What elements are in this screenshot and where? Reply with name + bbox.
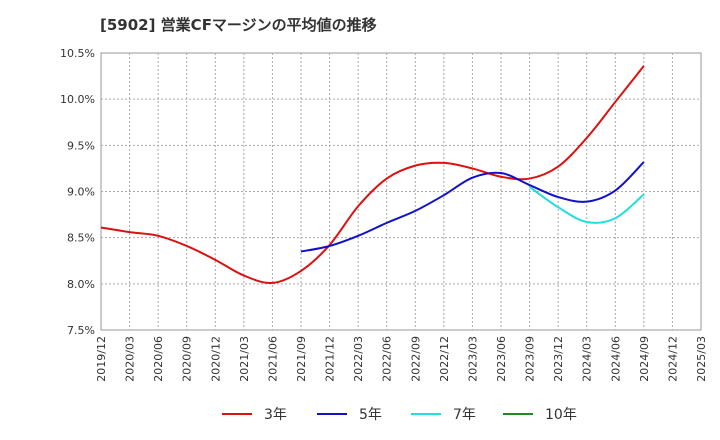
x-tick-label: 2021/06 (266, 336, 279, 382)
legend-label: 3年 (264, 407, 287, 423)
x-tick-label: 2022/06 (381, 336, 394, 382)
x-tick-label: 2022/09 (409, 336, 422, 382)
series-line-1 (100, 65, 645, 284)
x-tick-label: 2021/03 (238, 336, 251, 382)
x-tick-label: 2024/12 (666, 336, 679, 382)
x-tick-label: 2020/12 (209, 336, 222, 382)
grid (101, 53, 701, 330)
y-axis-ticks: 7.5% 8.0% 8.5% 9.0% 9.5% 10.0% 10.5% (60, 47, 95, 337)
series-line-2 (300, 161, 645, 253)
x-tick-label: 2025/03 (695, 336, 708, 382)
x-tick-label: 2024/09 (638, 336, 651, 382)
y-tick-label: 8.5% (67, 232, 95, 245)
x-axis-ticks: 2019/12 2020/03 2020/06 2020/09 2020/12 2021/… (95, 336, 708, 382)
y-tick-label: 9.0% (67, 186, 95, 199)
x-tick-label: 2023/09 (524, 336, 537, 382)
series-line-3 (528, 186, 645, 224)
series-lines (100, 65, 645, 284)
x-tick-label: 2023/03 (466, 336, 479, 382)
y-tick-label: 8.0% (67, 278, 95, 291)
x-tick-label: 2019/12 (95, 336, 108, 382)
x-tick-label: 2020/09 (181, 336, 194, 382)
x-tick-label: 2020/06 (152, 336, 165, 382)
x-tick-label: 2023/12 (552, 336, 565, 382)
x-tick-label: 2021/12 (324, 336, 337, 382)
y-tick-label: 10.5% (60, 47, 95, 60)
legend: 3年 5年 7年 10年 (222, 407, 577, 423)
legend-label: 7年 (453, 407, 476, 423)
x-tick-label: 2024/03 (581, 336, 594, 382)
x-tick-label: 2024/06 (609, 336, 622, 382)
y-tick-label: 10.0% (60, 93, 95, 106)
y-tick-label: 7.5% (67, 324, 95, 337)
x-tick-label: 2022/03 (352, 336, 365, 382)
x-tick-label: 2023/06 (495, 336, 508, 382)
y-tick-label: 9.5% (67, 139, 95, 152)
legend-label: 5年 (359, 407, 382, 423)
chart-title: [5902] 営業CFマージンの平均値の推移 (100, 16, 377, 34)
legend-label: 10年 (545, 407, 577, 423)
x-tick-label: 2020/03 (124, 336, 137, 382)
x-tick-label: 2022/12 (438, 336, 451, 382)
x-tick-label: 2021/09 (295, 336, 308, 382)
